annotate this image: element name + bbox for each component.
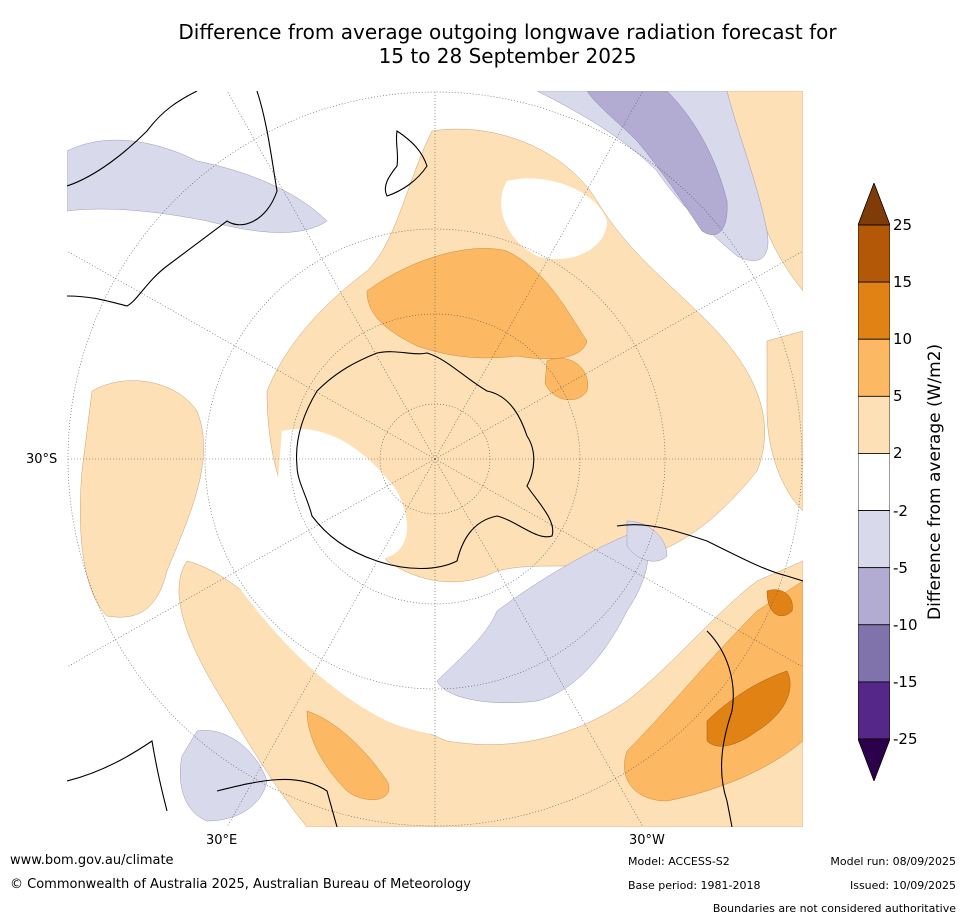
anomaly-region-pos-5-10 <box>366 248 588 359</box>
anomaly-region-neg-5-10 <box>586 91 728 235</box>
footer-base-period: Base period: 1981-2018 <box>628 879 761 892</box>
polar-map <box>67 91 803 827</box>
coastlines <box>67 91 803 827</box>
longitude-label-30w: 30°W <box>629 833 665 848</box>
colorbar-tick-label: -10 <box>893 615 918 634</box>
coastline-africa <box>67 740 338 827</box>
colorbar-tick-label: 10 <box>893 330 913 349</box>
footer-model-run: Model run: 08/09/2025 <box>830 855 956 868</box>
anomaly-region-neg-2-5 <box>67 139 328 233</box>
anomaly-region-pos-2-5 <box>80 380 204 618</box>
colorbar-bin <box>857 224 891 283</box>
footer-copyright: © Commonwealth of Australia 2025, Austra… <box>10 877 471 892</box>
map-title-line2: 15 to 28 September 2025 <box>378 44 637 68</box>
colorbar-tick-label: 5 <box>893 387 903 406</box>
colorbar-tick-label: 25 <box>893 216 913 234</box>
coastline-south-america <box>616 524 803 827</box>
colorbar-over-triangle <box>857 181 891 226</box>
colorbar-under-triangle <box>857 738 891 783</box>
anomaly-region-pos-5-10 <box>306 710 390 800</box>
anomaly-region-neutral <box>277 429 407 561</box>
colorbar-bin <box>857 453 891 511</box>
anomaly-region-neutral <box>501 178 607 260</box>
colorbar <box>857 181 891 783</box>
colorbar-bin <box>857 395 891 454</box>
coastline-new-zealand <box>384 130 428 197</box>
colorbar-bin <box>857 681 891 740</box>
colorbar-tick-label: -5 <box>893 558 908 577</box>
anomaly-region-neutral <box>227 571 687 738</box>
anomaly-region-pos-10-15 <box>706 670 791 747</box>
graticule <box>67 91 803 827</box>
colorbar-tick-label: -25 <box>893 730 918 748</box>
colorbar-tick-label: -2 <box>893 501 908 520</box>
longitude-label-30e: 30°E <box>206 833 238 848</box>
colorbar-label-text: Difference from average (W/m2) <box>925 343 945 621</box>
footer-issued: Issued: 10/09/2025 <box>849 879 956 892</box>
anomaly-region-neg-2-5 <box>180 730 268 822</box>
anomaly-region-neg-2-5 <box>436 530 649 704</box>
colorbar-bin <box>857 281 891 340</box>
latitude-label-30s: 30°S <box>26 452 58 467</box>
colorbar-bin <box>857 338 891 397</box>
footer-disclaimer: Boundaries are not considered authoritat… <box>712 902 956 915</box>
anomaly-region-pos-5-10 <box>624 580 803 802</box>
anomaly-region-pos-2-5 <box>766 330 803 512</box>
anomaly-region-pos-5-10 <box>544 358 589 401</box>
colorbar-tick-label: -15 <box>893 672 918 691</box>
colorbar-tick-label: 15 <box>893 273 913 292</box>
map-canvas <box>67 91 803 827</box>
colorbar-bin <box>857 567 891 626</box>
colorbar-svg <box>857 181 891 783</box>
colorbar-bin <box>857 624 891 683</box>
colorbar-bin <box>857 510 891 569</box>
footer-model: Model: ACCESS-S2 <box>628 855 730 868</box>
coastline-antarctica <box>296 351 554 570</box>
footer-website: www.bom.gov.au/climate <box>10 853 174 868</box>
map-title-line1: Difference from average outgoing longwav… <box>178 20 837 44</box>
coastline-australia <box>67 91 278 307</box>
colorbar-tick-label: 2 <box>893 444 903 463</box>
map-title: Difference from average outgoing longwav… <box>100 20 915 68</box>
